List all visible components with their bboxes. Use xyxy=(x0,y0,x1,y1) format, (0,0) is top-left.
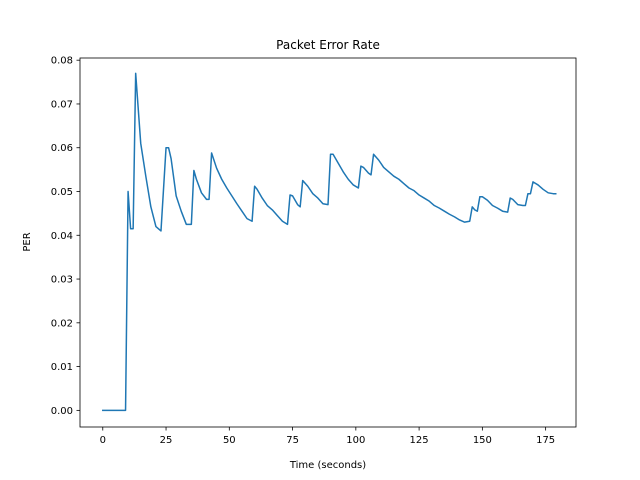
y-tick-label: 0.07 xyxy=(51,99,73,110)
x-tick-label: 100 xyxy=(346,435,365,446)
y-tick-label: 0.04 xyxy=(51,231,73,242)
y-tick-label: 0.00 xyxy=(51,406,73,417)
x-tick-label: 150 xyxy=(473,435,492,446)
series-line-0 xyxy=(102,72,557,412)
x-tick-label: 75 xyxy=(286,435,299,446)
x-tick-label: 0 xyxy=(100,435,106,446)
x-tick-label: 50 xyxy=(223,435,236,446)
y-axis-label: PER xyxy=(22,232,33,251)
x-tick-label: 25 xyxy=(160,435,173,446)
y-tick-label: 0.02 xyxy=(51,318,73,329)
x-tick-label: 125 xyxy=(410,435,429,446)
y-tick-label: 0.05 xyxy=(51,187,73,198)
y-tick-label: 0.08 xyxy=(51,56,73,67)
plot-area: 0 25 50 75 100 125 150 175 0.00 0.01 0.02 0.03 0.04 0… xyxy=(51,56,577,446)
x-axis-label: Time (seconds) xyxy=(289,460,366,471)
y-tick-label: 0.06 xyxy=(51,143,73,154)
x-tick-label: 175 xyxy=(536,435,555,446)
y-tick-label: 0.01 xyxy=(51,362,73,373)
y-tick-label: 0.03 xyxy=(51,275,73,286)
chart-title: Packet Error Rate xyxy=(276,38,380,52)
plot-frame xyxy=(79,57,577,428)
